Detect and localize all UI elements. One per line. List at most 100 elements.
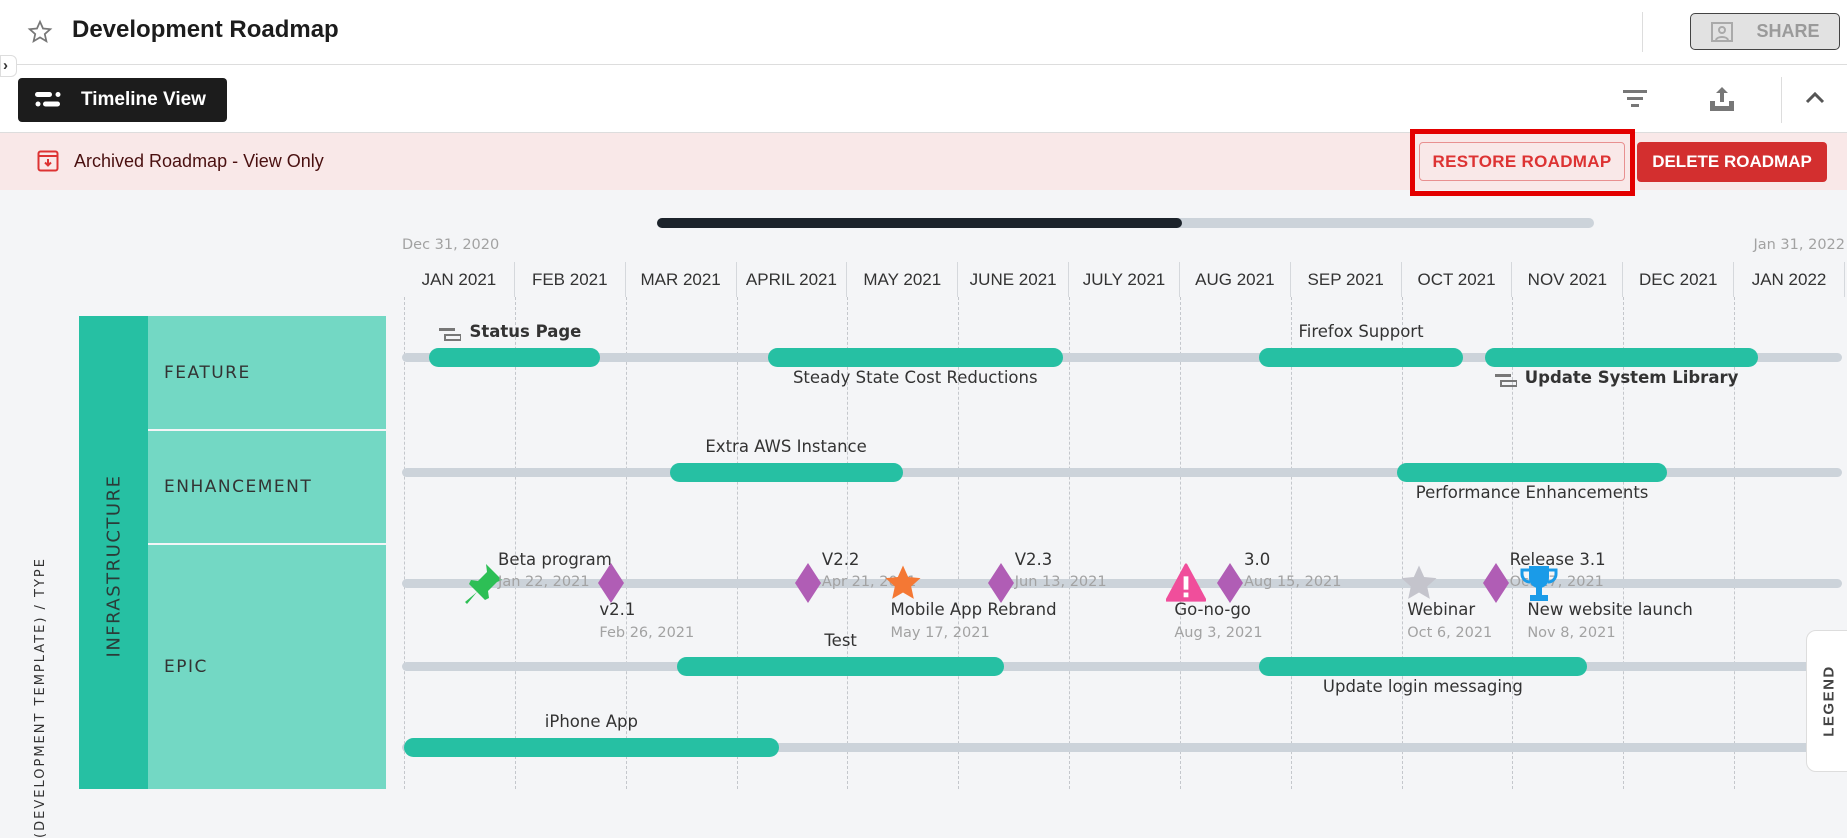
milestone-label[interactable]: Release 3.1 <box>1509 550 1606 569</box>
timeline-track <box>402 353 1842 362</box>
month-gridline <box>1512 297 1514 789</box>
timeline-track <box>402 579 1842 588</box>
bar-label[interactable]: iPhone App <box>544 712 638 731</box>
milestone-date: Aug 3, 2021 <box>1174 625 1263 641</box>
month-gridline <box>514 297 516 789</box>
roadmap-bar[interactable] <box>767 348 1063 367</box>
divider <box>1642 12 1643 52</box>
star-milestone-icon[interactable] <box>1399 563 1439 603</box>
bar-label[interactable]: Update System Library <box>1524 368 1739 387</box>
milestone-date: Jan 22, 2021 <box>498 574 590 590</box>
month-gridline <box>1290 297 1292 789</box>
axis-label: (DEVELOPMENT TEMPLATE) / TYPE <box>33 557 48 838</box>
diamond-milestone-icon[interactable] <box>1476 563 1516 603</box>
bar-label[interactable]: Test <box>824 631 857 650</box>
archive-icon <box>37 150 59 172</box>
bar-label[interactable]: Status Page <box>469 322 582 341</box>
month-header-cell: JAN 2021 <box>404 262 515 297</box>
row-feature[interactable]: FEATURE <box>148 316 386 429</box>
roadmap-bar[interactable] <box>1484 348 1758 367</box>
month-header-cell: JULY 2021 <box>1069 262 1180 297</box>
trophy-milestone-icon[interactable] <box>1519 563 1559 603</box>
roadmap-bar[interactable] <box>404 738 779 757</box>
scrollbar-thumb[interactable] <box>657 218 1182 228</box>
diamond-milestone-icon[interactable] <box>591 563 631 603</box>
roadmap-bar[interactable] <box>1259 657 1587 676</box>
share-button[interactable]: SHARE <box>1690 13 1840 50</box>
bar-label[interactable]: Update login messaging <box>1322 677 1523 696</box>
milestone-label[interactable]: V2.2 <box>821 550 860 569</box>
archived-notice: Archived Roadmap - View Only <box>74 151 324 171</box>
divider <box>1781 77 1782 123</box>
toolbar: Timeline View <box>0 65 1847 133</box>
roadmap-item-icon <box>1494 373 1518 389</box>
bar-label[interactable]: Firefox Support <box>1298 322 1424 341</box>
month-header-cell: MAY 2021 <box>847 262 959 297</box>
restore-roadmap-button[interactable]: RESTORE ROADMAP <box>1419 142 1625 181</box>
roadmap-bar[interactable] <box>676 657 1005 676</box>
milestone-label[interactable]: Mobile App Rebrand <box>890 600 1057 619</box>
diamond-milestone-icon[interactable] <box>788 563 828 603</box>
row-epic[interactable]: EPIC <box>148 545 386 789</box>
bar-label[interactable]: Performance Enhancements <box>1415 483 1649 502</box>
star-milestone-icon[interactable] <box>883 563 923 603</box>
month-gridline <box>1734 297 1736 789</box>
milestone-date: Aug 15, 2021 <box>1244 574 1342 590</box>
page-title: Development Roadmap <box>72 16 339 43</box>
row-label: ENHANCEMENT <box>164 477 313 497</box>
delete-roadmap-button[interactable]: DELETE ROADMAP <box>1637 142 1827 182</box>
month-header-cell: JAN 2022 <box>1734 262 1845 297</box>
row-label: EPIC <box>164 657 208 677</box>
export-upload-icon[interactable] <box>1709 85 1735 113</box>
roadmap-item-icon <box>439 327 463 343</box>
month-header-cell: SEP 2021 <box>1291 262 1402 297</box>
milestone-label[interactable]: New website launch <box>1527 600 1693 619</box>
bar-label[interactable]: Extra AWS Instance <box>705 437 867 456</box>
month-gridline <box>404 297 405 789</box>
group-infrastructure[interactable]: INFRASTRUCTURE <box>79 316 148 789</box>
timeline-view-button[interactable]: Timeline View <box>18 78 227 122</box>
milestone-date: Jun 13, 2021 <box>1014 574 1107 590</box>
legend-label: LEGEND <box>1820 665 1838 737</box>
milestone-date: Feb 26, 2021 <box>599 625 695 641</box>
diamond-milestone-icon[interactable] <box>1210 563 1250 603</box>
roadmap-bar[interactable] <box>1397 463 1667 482</box>
month-header-cell: NOV 2021 <box>1512 262 1624 297</box>
top-bar: Development Roadmap SHARE <box>0 0 1847 65</box>
legend-tab[interactable]: LEGEND <box>1806 630 1847 772</box>
month-gridline <box>958 297 960 789</box>
row-label: FEATURE <box>164 362 251 383</box>
timeline-track <box>402 662 1842 671</box>
row-enhancement[interactable]: ENHANCEMENT <box>148 431 386 543</box>
warning-milestone-icon[interactable] <box>1166 563 1207 603</box>
month-gridline <box>1623 297 1625 789</box>
milestone-label[interactable]: V2.3 <box>1014 550 1053 569</box>
milestone-label[interactable]: Go-no-go <box>1174 600 1251 619</box>
collapse-chevron-up-icon[interactable] <box>1804 89 1826 107</box>
month-gridline <box>847 297 849 789</box>
filter-icon[interactable] <box>1623 88 1649 110</box>
month-header-cell: APRIL 2021 <box>737 262 848 297</box>
month-gridline <box>1179 297 1181 789</box>
favorite-star-icon[interactable] <box>27 19 53 45</box>
milestone-label[interactable]: Webinar <box>1407 600 1476 619</box>
milestone-label[interactable]: 3.0 <box>1244 550 1271 569</box>
diamond-milestone-icon[interactable] <box>981 563 1021 603</box>
roadmap-bar[interactable] <box>429 348 601 367</box>
roadmap-bar[interactable] <box>1259 348 1463 367</box>
roadmap-bar[interactable] <box>669 463 903 482</box>
highlight-box <box>1410 129 1635 196</box>
month-header-cell: FEB 2021 <box>515 262 626 297</box>
bar-label[interactable]: Steady State Cost Reductions <box>792 368 1038 387</box>
timeline-icon <box>35 92 61 107</box>
timeline-scrollbar[interactable] <box>657 218 1594 228</box>
pushpin-milestone-icon[interactable] <box>464 563 504 604</box>
milestone-date: Oct 6, 2021 <box>1407 625 1493 641</box>
share-label: SHARE <box>1756 21 1820 41</box>
milestone-label[interactable]: v2.1 <box>599 600 636 619</box>
expand-sidebar-button[interactable]: › <box>0 55 17 77</box>
month-gridline <box>1401 297 1403 789</box>
month-header-cell: OCT 2021 <box>1402 262 1513 297</box>
timeline-view-label: Timeline View <box>81 89 206 110</box>
milestone-label[interactable]: Beta program <box>498 550 612 569</box>
